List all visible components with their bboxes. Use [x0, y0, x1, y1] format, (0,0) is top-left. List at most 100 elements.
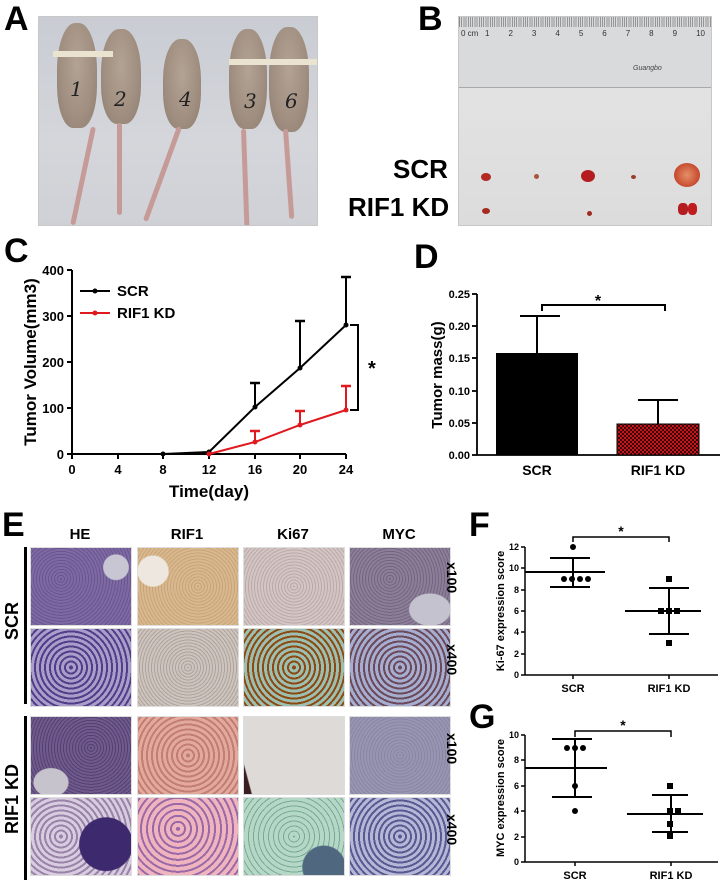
panel-a-letter: A — [4, 0, 29, 38]
mag-label-scr-x400: x400 — [444, 644, 460, 676]
x-axis-label: Time(day) — [169, 482, 249, 501]
mouse-mark: 6 — [285, 89, 298, 113]
rif1kd-points — [658, 576, 680, 646]
svg-text:12: 12 — [509, 542, 519, 552]
svg-text:SCR: SCR — [117, 283, 149, 300]
ruler-ticks: 1 2 3 4 5 6 7 8 9 10 — [485, 29, 705, 38]
y-tick-labels: 12 10 8 6 4 2 0 — [509, 542, 519, 680]
svg-text:0: 0 — [68, 462, 75, 477]
scr-mean-sd — [525, 557, 605, 588]
svg-text:2: 2 — [514, 832, 519, 842]
svg-text:0.05: 0.05 — [449, 418, 470, 430]
mag-label-scr-x100: x100 — [444, 562, 460, 594]
panel-c-letter-overlay: C — [4, 232, 29, 270]
tumor-mass-bar-chart: 0.25 0.20 0.15 0.10 0.05 0.00 Tumor mass… — [429, 289, 720, 478]
rif1kd-mean-sd — [627, 794, 703, 833]
svg-text:6: 6 — [514, 781, 519, 791]
mouse-2 — [101, 29, 141, 124]
significance-star: * — [595, 293, 602, 310]
significance-star: * — [618, 523, 624, 539]
mouse-mark: 1 — [70, 77, 83, 101]
tile-scr-myc-x100 — [349, 547, 451, 626]
panel-g-letter: G — [469, 698, 496, 736]
x-tick-labels: SCR RIF1 KD — [522, 462, 685, 478]
svg-text:100: 100 — [42, 401, 64, 416]
svg-text:24: 24 — [339, 462, 354, 477]
mouse-1 — [57, 23, 97, 128]
svg-text:8: 8 — [514, 585, 519, 595]
svg-text:SCR: SCR — [522, 462, 552, 478]
svg-text:6: 6 — [514, 606, 519, 616]
svg-text:RIF1 KD: RIF1 KD — [648, 683, 691, 695]
svg-text:RIF1 KD: RIF1 KD — [631, 462, 685, 478]
svg-text:10: 10 — [509, 730, 519, 740]
x-tick-labels: 0 4 8 12 16 20 24 — [68, 462, 354, 477]
significance-star: * — [620, 717, 626, 733]
mouse-5 — [269, 27, 309, 132]
panel-d-letter: D — [414, 238, 439, 276]
svg-text:0: 0 — [514, 670, 519, 680]
bar-scr — [496, 353, 578, 455]
significance-star: * — [368, 358, 376, 380]
row-label-scr: SCR — [393, 154, 448, 184]
significance-bracket — [350, 324, 359, 411]
mag-label-rif1kd-x100: x100 — [444, 733, 460, 765]
svg-text:8: 8 — [514, 755, 519, 765]
chart-c: 400 300 200 100 0 0 4 8 12 16 20 24 Time… — [0, 235, 390, 505]
svg-text:300: 300 — [42, 309, 64, 324]
mouse-4 — [229, 29, 267, 129]
y-tick-labels: 0.25 0.20 0.15 0.10 0.05 0.00 — [449, 289, 470, 462]
ruler-brand: Guangbo — [633, 65, 662, 72]
panel-e-letter: E — [2, 506, 25, 544]
mag-label-rif1kd-x400: x400 — [444, 814, 460, 846]
mouse-mark: 2 — [114, 87, 127, 111]
significance-bracket — [572, 536, 670, 542]
tile-scr-myc-x400 — [349, 628, 451, 707]
mice-photo: 1 2 4 3 6 — [38, 16, 318, 226]
svg-text:SCR: SCR — [561, 683, 584, 695]
svg-text:4: 4 — [514, 806, 519, 816]
tile-scr-he-x400 — [30, 628, 132, 707]
tile-rif1kd-rif1-x100 — [137, 716, 239, 795]
col-head-ki67: Ki67 — [277, 526, 309, 543]
svg-text:0.20: 0.20 — [449, 321, 470, 333]
svg-text:0.25: 0.25 — [449, 289, 470, 301]
col-head-rif1: RIF1 — [170, 526, 204, 543]
x-tick-labels: SCR RIF1 KD — [561, 683, 690, 695]
legend: SCR RIF1 KD — [80, 283, 176, 322]
x-tick-labels: SCR RIF1 KD — [563, 870, 692, 882]
significance-bracket — [541, 304, 666, 311]
tile-rif1kd-he-x400 — [30, 797, 132, 876]
panel-f-letter: F — [469, 506, 490, 544]
svg-text:0.00: 0.00 — [449, 450, 470, 462]
svg-text:0: 0 — [514, 857, 519, 867]
y-tick-labels: 10 8 6 4 2 0 — [509, 730, 519, 867]
svg-text:0: 0 — [57, 447, 64, 462]
svg-text:200: 200 — [42, 355, 64, 370]
svg-text:2: 2 — [514, 649, 519, 659]
y-axis-label: Ki-67 expression score — [495, 551, 507, 671]
mouse-3 — [163, 39, 201, 129]
tile-scr-he-x100 — [30, 547, 132, 626]
significance-bracket — [574, 730, 672, 737]
svg-text:RIF1 KD: RIF1 KD — [650, 870, 693, 882]
svg-text:10: 10 — [509, 563, 519, 573]
group-bar-rif1kd — [24, 716, 27, 880]
svg-text:8: 8 — [159, 462, 166, 477]
panel-b-letter: B — [418, 0, 443, 38]
col-head-myc: MYC — [382, 526, 416, 543]
y-tick-labels: 400 300 200 100 0 — [42, 263, 64, 462]
group-label-scr: SCR — [2, 601, 22, 640]
tile-scr-ki67-x100 — [243, 547, 345, 626]
rif1kd-points — [667, 783, 681, 839]
svg-text:16: 16 — [248, 462, 262, 477]
ki67-scatter-chart: 12 10 8 6 4 2 0 Ki-67 expression score *… — [495, 523, 718, 695]
svg-text:20: 20 — [293, 462, 307, 477]
tile-rif1kd-myc-x100 — [349, 716, 451, 795]
svg-text:RIF1 KD: RIF1 KD — [117, 305, 176, 322]
tile-rif1kd-rif1-x400 — [137, 797, 239, 876]
mouse-mark: 3 — [244, 89, 257, 113]
y-axis-label: MYC expression score — [495, 739, 507, 857]
tile-scr-rif1-x100 — [137, 547, 239, 626]
y-axis-label: Tumor mass(g) — [429, 321, 446, 428]
